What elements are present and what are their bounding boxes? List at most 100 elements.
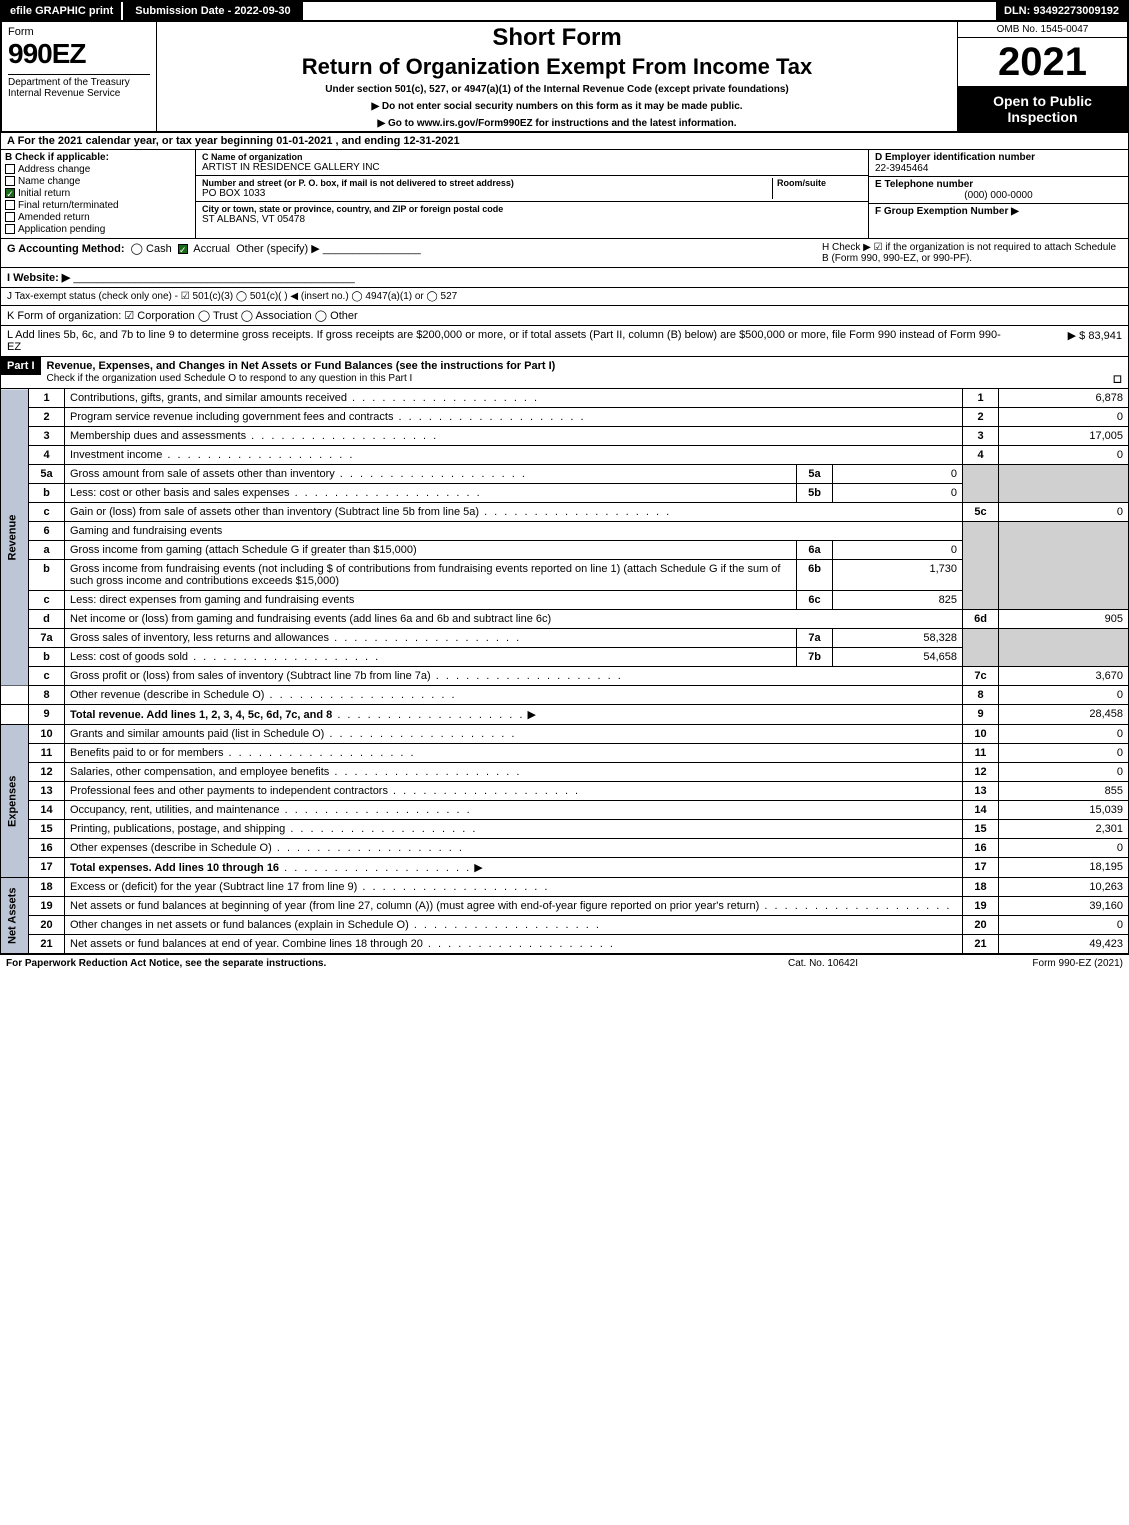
g-accounting: G Accounting Method: ◯ Cash ✓ Accrual Ot… xyxy=(7,242,822,264)
l21-num: 21 xyxy=(29,935,65,954)
footer-left: For Paperwork Reduction Act Notice, see … xyxy=(6,958,723,969)
l1-amt: 6,878 xyxy=(999,389,1129,408)
l20-desc: Other changes in net assets or fund bala… xyxy=(70,919,409,931)
chk-amended-return[interactable]: Amended return xyxy=(5,212,191,223)
rev-side-spacer2 xyxy=(1,705,29,725)
l8-num: 8 xyxy=(29,686,65,705)
l11-num: 11 xyxy=(29,744,65,763)
l6-grey-amt xyxy=(999,522,1129,610)
l13-num: 13 xyxy=(29,782,65,801)
netassets-side-label: Net Assets xyxy=(1,878,29,954)
g-accrual-check[interactable]: ✓ xyxy=(178,244,188,254)
l18-num: 18 xyxy=(29,878,65,897)
l5a-desc: Gross amount from sale of assets other t… xyxy=(70,468,335,480)
row-k: K Form of organization: ☑ Corporation ◯ … xyxy=(0,306,1129,326)
chk-address-change[interactable]: Address change xyxy=(5,164,191,175)
org-name-value: ARTIST IN RESIDENCE GALLERY INC xyxy=(202,162,862,173)
l5b-sn: 5b xyxy=(797,484,833,503)
l14-amt: 15,039 xyxy=(999,801,1129,820)
l15-num: 15 xyxy=(29,820,65,839)
l3-num: 3 xyxy=(29,427,65,446)
ein-row: D Employer identification number 22-3945… xyxy=(869,150,1128,177)
goto-link-text: ▶ Go to www.irs.gov/Form990EZ for instru… xyxy=(377,118,736,129)
l5c-amt: 0 xyxy=(999,503,1129,522)
l2-num: 2 xyxy=(29,408,65,427)
expenses-side-label: Expenses xyxy=(1,725,29,878)
line-a: A For the 2021 calendar year, or tax yea… xyxy=(0,133,1129,150)
group-exempt-label: F Group Exemption Number ▶ xyxy=(875,206,1122,217)
l5a-sn: 5a xyxy=(797,465,833,484)
l3-rn: 3 xyxy=(963,427,999,446)
l16-desc: Other expenses (describe in Schedule O) xyxy=(70,842,272,854)
l6c-num: c xyxy=(29,591,65,610)
chk-app-label: Application pending xyxy=(18,224,105,235)
l19-amt: 39,160 xyxy=(999,897,1129,916)
chk-name-change[interactable]: Name change xyxy=(5,176,191,187)
l6-grey xyxy=(963,522,999,610)
g-accrual: Accrual xyxy=(193,243,230,255)
footer-right: Form 990-EZ (2021) xyxy=(923,958,1123,969)
revenue-side-label: Revenue xyxy=(1,389,29,686)
info-box: B Check if applicable: Address change Na… xyxy=(0,150,1129,239)
l4-num: 4 xyxy=(29,446,65,465)
l6a-samt: 0 xyxy=(833,541,963,560)
l4-desc: Investment income xyxy=(70,449,162,461)
g-cash[interactable]: Cash xyxy=(146,243,172,255)
row-j: J Tax-exempt status (check only one) - ☑… xyxy=(0,288,1129,306)
room-label: Room/suite xyxy=(777,178,862,188)
l6b-samt: 1,730 xyxy=(833,560,963,591)
form-id-block: Form 990EZ Department of the Treasury In… xyxy=(2,22,157,131)
l9-num: 9 xyxy=(29,705,65,725)
rev-side-spacer xyxy=(1,686,29,705)
l21-rn: 21 xyxy=(963,935,999,954)
l7b-num: b xyxy=(29,648,65,667)
b-header: B Check if applicable: xyxy=(5,152,191,163)
l2-rn: 2 xyxy=(963,408,999,427)
title-block: Short Form Return of Organization Exempt… xyxy=(157,22,957,131)
l21-amt: 49,423 xyxy=(999,935,1129,954)
l6d-amt: 905 xyxy=(999,610,1129,629)
top-bar: efile GRAPHIC print Submission Date - 20… xyxy=(0,0,1129,22)
g-other[interactable]: Other (specify) ▶ xyxy=(236,243,320,255)
l6c-sn: 6c xyxy=(797,591,833,610)
l20-rn: 20 xyxy=(963,916,999,935)
l13-desc: Professional fees and other payments to … xyxy=(70,785,388,797)
l6b-desc: Gross income from fundraising events (no… xyxy=(65,560,797,591)
chk-name-label: Name change xyxy=(18,176,80,187)
l-text: L Add lines 5b, 6c, and 7b to line 9 to … xyxy=(7,329,1002,353)
under-section: Under section 501(c), 527, or 4947(a)(1)… xyxy=(163,84,951,95)
chk-initial-return[interactable]: ✓Initial return xyxy=(5,188,191,199)
right-header-block: OMB No. 1545-0047 2021 Open to Public In… xyxy=(957,22,1127,131)
l10-desc: Grants and similar amounts paid (list in… xyxy=(70,728,324,740)
l10-amt: 0 xyxy=(999,725,1129,744)
l7a-sn: 7a xyxy=(797,629,833,648)
row-i: I Website: ▶ ___________________________… xyxy=(0,268,1129,288)
lines-table: Revenue 1 Contributions, gifts, grants, … xyxy=(0,389,1129,954)
l7a-samt: 58,328 xyxy=(833,629,963,648)
goto-link[interactable]: ▶ Go to www.irs.gov/Form990EZ for instru… xyxy=(163,118,951,129)
group-exempt-row: F Group Exemption Number ▶ xyxy=(869,204,1128,238)
chk-application-pending[interactable]: Application pending xyxy=(5,224,191,235)
l9-desc: Total revenue. Add lines 1, 2, 3, 4, 5c,… xyxy=(70,709,332,721)
l7c-desc: Gross profit or (loss) from sales of inv… xyxy=(70,670,431,682)
l7b-samt: 54,658 xyxy=(833,648,963,667)
l19-num: 19 xyxy=(29,897,65,916)
l15-amt: 2,301 xyxy=(999,820,1129,839)
l8-rn: 8 xyxy=(963,686,999,705)
street-row: Number and street (or P. O. box, if mail… xyxy=(196,176,868,202)
l6d-num: d xyxy=(29,610,65,629)
city-value: ST ALBANS, VT 05478 xyxy=(202,214,862,225)
part-i-sub: Check if the organization used Schedule … xyxy=(47,373,413,384)
l11-rn: 11 xyxy=(963,744,999,763)
l4-rn: 4 xyxy=(963,446,999,465)
l8-desc: Other revenue (describe in Schedule O) xyxy=(70,689,264,701)
row-l: L Add lines 5b, 6c, and 7b to line 9 to … xyxy=(0,326,1129,357)
l5c-num: c xyxy=(29,503,65,522)
efile-label[interactable]: efile GRAPHIC print xyxy=(2,2,121,20)
l10-rn: 10 xyxy=(963,725,999,744)
l16-num: 16 xyxy=(29,839,65,858)
chk-final-return[interactable]: Final return/terminated xyxy=(5,200,191,211)
main-title: Return of Organization Exempt From Incom… xyxy=(163,54,951,80)
l20-amt: 0 xyxy=(999,916,1129,935)
part-i-checkbox[interactable]: ◻ xyxy=(1113,372,1122,385)
